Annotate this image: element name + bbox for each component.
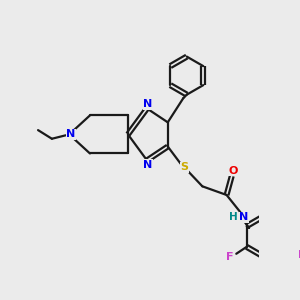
Text: S: S: [180, 162, 188, 172]
Text: F: F: [298, 250, 300, 260]
Text: F: F: [226, 252, 233, 262]
Text: N: N: [143, 99, 152, 109]
Text: H: H: [229, 212, 238, 223]
Text: N: N: [143, 160, 152, 170]
Text: O: O: [229, 166, 238, 176]
Text: N: N: [239, 212, 248, 223]
Text: N: N: [66, 129, 76, 140]
